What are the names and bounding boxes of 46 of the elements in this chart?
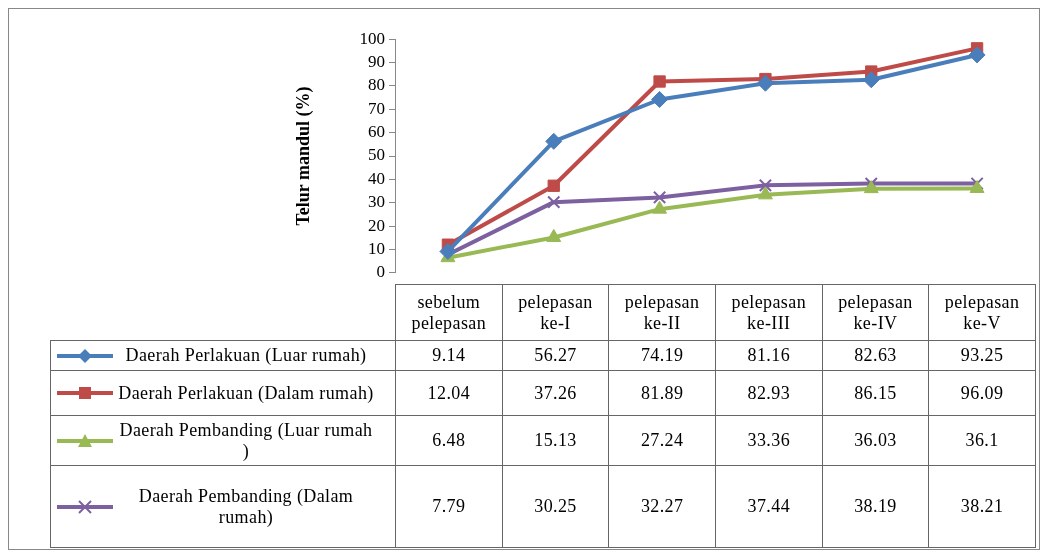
x-tick-label: pelepasan ke-V <box>928 284 1036 341</box>
data-label: 32.27 <box>608 465 716 548</box>
data-label: 82.93 <box>715 370 823 416</box>
data-label: 38.21 <box>928 465 1036 548</box>
y-tick-label: 10 <box>368 238 385 258</box>
legend-label: Daerah Perlakuan (Dalam rumah) <box>117 382 375 404</box>
x-tick-label: sebelum pelepasan <box>395 284 503 341</box>
y-tick-label: 60 <box>368 122 385 142</box>
data-label: 82.63 <box>822 340 929 371</box>
data-label: 36.1 <box>928 415 1036 466</box>
x-tick-label: pelepasan ke-III <box>715 284 823 341</box>
data-label: 81.89 <box>608 370 716 416</box>
data-label: 12.04 <box>395 370 503 416</box>
data-label: 93.25 <box>928 340 1036 371</box>
y-tick-label: 90 <box>368 52 385 72</box>
data-label: 38.19 <box>822 465 929 548</box>
y-tick-label: 80 <box>368 75 385 95</box>
y-tick-label: 0 <box>376 262 385 282</box>
data-label: 56.27 <box>502 340 609 371</box>
legend-label: Daerah Pembanding (Dalam rumah) <box>137 485 355 528</box>
data-label: 36.03 <box>822 415 929 466</box>
data-label: 15.13 <box>502 415 609 466</box>
data-label: 74.19 <box>608 340 716 371</box>
data-label: 81.16 <box>715 340 823 371</box>
data-label: 6.48 <box>395 415 503 466</box>
data-label: 33.36 <box>715 415 823 466</box>
x-tick-label: pelepasan ke-IV <box>822 284 929 341</box>
y-tick-label: 50 <box>368 145 385 165</box>
data-label: 96.09 <box>928 370 1036 416</box>
y-tick-label: 40 <box>368 168 385 188</box>
legend-label: Daerah Perlakuan (Luar rumah) <box>124 345 368 366</box>
data-label: 7.79 <box>395 465 503 548</box>
legend-label: Daerah Pembanding (Luar rumah ) <box>118 419 374 462</box>
y-tick-label: 100 <box>359 28 385 48</box>
x-tick-label: pelepasan ke-II <box>608 284 716 341</box>
data-label: 27.24 <box>608 415 716 466</box>
data-label: 86.15 <box>822 370 929 416</box>
data-label: 37.26 <box>502 370 609 416</box>
data-label: 9.14 <box>395 340 503 371</box>
y-tick-label: 30 <box>368 192 385 212</box>
data-label: 37.44 <box>715 465 823 548</box>
data-label: 30.25 <box>502 465 609 548</box>
y-tick-label: 70 <box>368 98 385 118</box>
x-tick-label: pelepasan ke-I <box>502 284 609 341</box>
y-tick-label: 20 <box>368 215 385 235</box>
y-axis-title: Telur mandul (%) <box>293 86 315 226</box>
